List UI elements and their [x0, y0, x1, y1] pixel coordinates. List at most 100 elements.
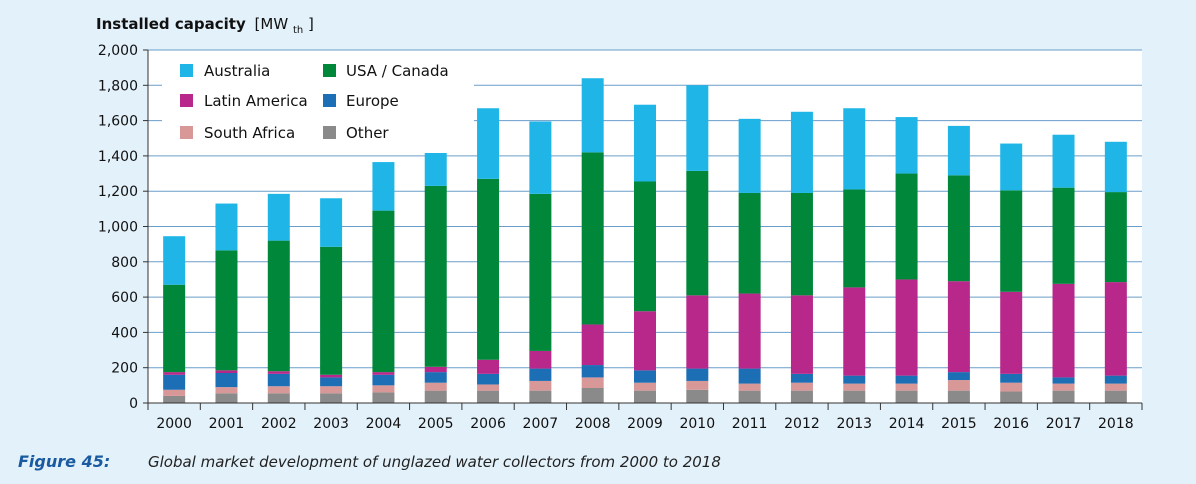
- y-tick-label: 1,600: [98, 114, 138, 130]
- bar-latin-america-2018: [1104, 282, 1127, 376]
- bar-usa-canada-2016: [1000, 190, 1023, 292]
- bar-south-africa-2010: [686, 380, 709, 390]
- bar-south-africa-2017: [1052, 383, 1075, 391]
- bar-south-africa-2001: [215, 387, 238, 394]
- x-tick-label: 2004: [366, 416, 402, 432]
- y-tick-label: 1,400: [98, 149, 138, 165]
- y-tick-label: 600: [111, 290, 138, 306]
- y-axis-title: Installed capacity [MW th ]: [96, 15, 314, 37]
- bar-other-2007: [529, 390, 552, 403]
- bar-usa-canada-2010: [686, 170, 709, 296]
- bar-other-2012: [790, 390, 813, 403]
- y-axis-title-main: Installed capacity: [96, 15, 246, 33]
- axes: [143, 49, 1143, 410]
- bar-europe-2006: [477, 373, 500, 385]
- bar-other-2006: [477, 390, 500, 403]
- bar-other-2000: [163, 395, 186, 403]
- bar-usa-canada-2006: [477, 178, 500, 360]
- bar-australia-2008: [581, 78, 604, 153]
- bar-other-2005: [424, 390, 447, 403]
- bar-europe-2007: [529, 368, 552, 381]
- bar-south-africa-2014: [895, 383, 918, 391]
- bar-other-2013: [843, 390, 866, 403]
- bar-latin-america-2006: [477, 359, 500, 374]
- x-tick-label: 2003: [313, 416, 349, 432]
- x-tick-label: 2007: [523, 416, 559, 432]
- bar-australia-2018: [1104, 141, 1127, 193]
- bar-south-africa-2011: [738, 383, 761, 391]
- bar-other-2011: [738, 390, 761, 403]
- y-tick-label: 1,200: [98, 184, 138, 200]
- bar-latin-america-2016: [1000, 291, 1023, 374]
- bar-usa-canada-2002: [267, 240, 290, 372]
- x-tick-label: 2001: [209, 416, 245, 432]
- legend-label-australia: Australia: [204, 62, 270, 80]
- bar-europe-2014: [895, 375, 918, 384]
- legend-swatch-usa-canada: [323, 64, 336, 77]
- x-tick-label: 2005: [418, 416, 454, 432]
- bar-latin-america-2017: [1052, 283, 1075, 378]
- bar-south-africa-2000: [163, 389, 186, 396]
- x-tick-label: 2017: [1046, 416, 1082, 432]
- bar-australia-2015: [947, 125, 970, 176]
- bar-south-africa-2004: [372, 385, 395, 393]
- legend-label-other: Other: [346, 124, 389, 142]
- bar-south-africa-2016: [1000, 382, 1023, 392]
- bar-latin-america-2010: [686, 295, 709, 369]
- bar-europe-2000: [163, 374, 186, 390]
- legend-swatch-other: [323, 126, 336, 139]
- bar-europe-2011: [738, 368, 761, 384]
- bar-usa-canada-2000: [163, 284, 186, 373]
- bar-latin-america-2003: [320, 374, 343, 378]
- bar-other-2008: [581, 387, 604, 403]
- bar-usa-canada-2003: [320, 246, 343, 375]
- x-tick-label: 2011: [732, 416, 768, 432]
- bar-europe-2003: [320, 377, 343, 387]
- bar-usa-canada-2011: [738, 192, 761, 294]
- tick-labels: 0 200 400 600 800 1,000 1,200 1,400 1,600 1,800 2,…: [98, 43, 1134, 432]
- bar-australia-2014: [895, 117, 918, 174]
- legend-swatch-latin-america: [180, 94, 193, 107]
- bar-latin-america-2001: [215, 370, 238, 373]
- bar-australia-2012: [790, 111, 813, 193]
- y-tick-label: 400: [111, 325, 138, 341]
- bar-usa-canada-2005: [424, 185, 447, 367]
- bar-australia-2010: [686, 85, 709, 171]
- bar-europe-2017: [1052, 377, 1075, 384]
- bar-usa-canada-2015: [947, 175, 970, 282]
- x-tick-label: 2010: [679, 416, 715, 432]
- bar-europe-2001: [215, 372, 238, 388]
- bar-latin-america-2012: [790, 295, 813, 374]
- y-tick-label: 2,000: [98, 43, 138, 59]
- bar-usa-canada-2014: [895, 173, 918, 280]
- y-axis-unit-open: [MW: [255, 15, 289, 33]
- bar-usa-canada-2008: [581, 152, 604, 325]
- bar-europe-2005: [424, 372, 447, 383]
- x-tick-label: 2009: [627, 416, 663, 432]
- bar-europe-2002: [267, 373, 290, 387]
- bar-usa-canada-2009: [634, 181, 656, 312]
- bar-latin-america-2005: [424, 366, 447, 373]
- bar-australia-2011: [738, 118, 761, 193]
- y-tick-label: 0: [129, 396, 138, 412]
- bar-other-2014: [895, 390, 918, 403]
- legend: Australia USA / Canada Latin America Eur…: [162, 55, 474, 153]
- x-tick-label: 2014: [889, 416, 925, 432]
- bar-usa-canada-2012: [790, 192, 813, 296]
- bar-australia-2002: [267, 193, 290, 241]
- x-tick-label: 2018: [1098, 416, 1134, 432]
- legend-swatch-europe: [323, 94, 336, 107]
- bar-usa-canada-2007: [529, 193, 552, 351]
- bar-south-africa-2012: [790, 382, 813, 391]
- legend-swatch-south-africa: [180, 126, 193, 139]
- bar-latin-america-2011: [738, 293, 761, 369]
- bar-australia-2007: [529, 121, 552, 194]
- bar-other-2009: [634, 390, 656, 403]
- x-tick-label: 2013: [836, 416, 872, 432]
- bar-latin-america-2014: [895, 279, 918, 376]
- bars: [163, 78, 1127, 403]
- bar-south-africa-2003: [320, 386, 343, 394]
- legend-label-europe: Europe: [346, 92, 399, 110]
- bar-australia-2003: [320, 198, 343, 247]
